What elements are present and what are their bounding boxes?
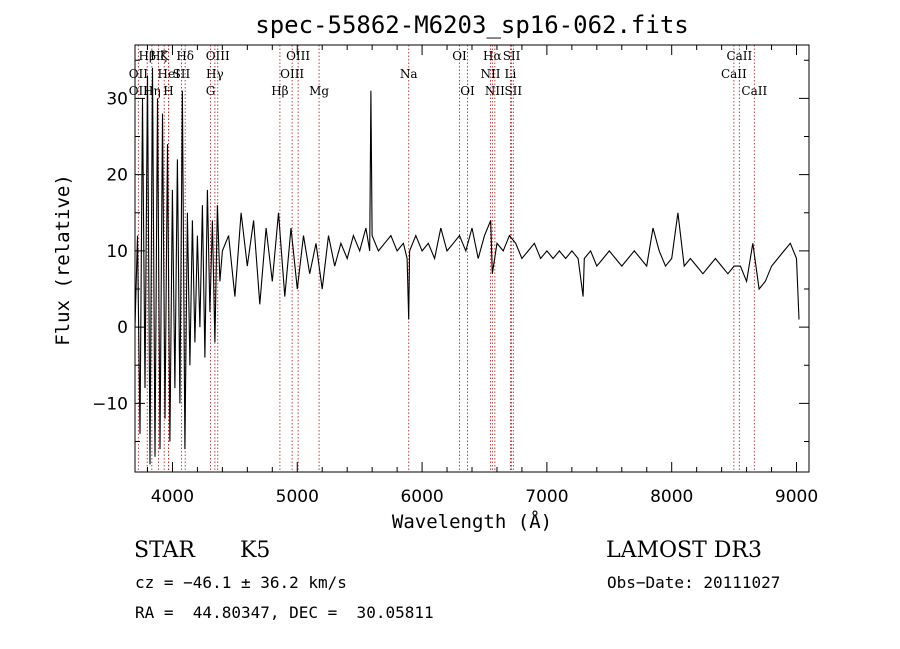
y-tick-label: 30 <box>106 89 128 109</box>
spectral-line-label: HeI <box>158 67 181 81</box>
x-axis-label: Wavelength (Å) <box>392 510 552 533</box>
x-tick-label: 9000 <box>775 487 818 507</box>
spectral-line-label: H <box>163 84 173 98</box>
x-tick-label: 6000 <box>400 487 443 507</box>
x-axis-ticks: 4000 5000 6000 7000 8000 9000 <box>146 45 818 507</box>
y-axis-ticks: −10 0 10 20 30 <box>92 59 809 442</box>
plot-frame <box>134 44 810 473</box>
object-subclass: K5 <box>240 538 271 563</box>
chart-title: spec-55862-M6203_sp16-062.fits <box>255 11 688 39</box>
y-tick-label: −10 <box>92 394 128 414</box>
spectral-line-label: OIII <box>206 49 230 63</box>
spectral-line-label: Li <box>505 67 517 81</box>
survey-name: LAMOST DR3 <box>606 538 762 563</box>
spectral-line-label: OII <box>129 67 149 81</box>
coordinates: RA = 44.80347, DEC = 30.05811 <box>135 603 434 622</box>
spectral-line-label: NII <box>485 84 505 98</box>
spectral-line-label: G <box>206 84 216 98</box>
spectral-line-label: CaII <box>721 67 747 81</box>
spectral-line-label: SII <box>503 49 521 63</box>
spectral-line-label: SII <box>173 67 191 81</box>
redshift-cz: cz = −46.1 ± 36.2 km/s <box>135 573 347 592</box>
spectral-line-label: SII <box>504 84 522 98</box>
spectral-line-label: OI <box>460 84 475 98</box>
spectral-line-label: Mg <box>309 84 329 98</box>
spectral-line-label: Hβ <box>139 49 156 63</box>
spectral-line-label: Hδ <box>176 49 194 63</box>
y-tick-label: 10 <box>106 242 128 262</box>
spectral-line-label: OIII <box>280 67 304 81</box>
x-tick-label: 4000 <box>151 487 194 507</box>
observation-date: Obs−Date: 20111027 <box>607 573 781 592</box>
spectral-line-label: K <box>160 49 170 63</box>
spectral-line-label: CaII <box>726 49 752 63</box>
y-tick-label: 20 <box>106 166 128 186</box>
spectral-line-label: CaII <box>741 84 767 98</box>
spectral-line-label: Hβ <box>271 84 288 98</box>
spectral-line-label: Hγ <box>206 67 224 81</box>
y-axis-label: Flux (relative) <box>52 174 74 346</box>
spectral-line-label: Hζ <box>150 49 167 63</box>
spectral-line-label: OIII <box>286 49 310 63</box>
x-tick-label: 5000 <box>276 487 319 507</box>
spectral-line-label: OII <box>129 84 149 98</box>
x-tick-label: 7000 <box>525 487 568 507</box>
object-class: STAR <box>134 538 195 563</box>
y-tick-label: 0 <box>117 318 128 338</box>
spectral-line-markers <box>137 45 755 472</box>
spectral-line-label: Na <box>400 67 418 81</box>
x-tick-label: 8000 <box>650 487 693 507</box>
spectral-line-label: NII <box>480 67 500 81</box>
spectral-line-label: OI <box>452 49 467 63</box>
spectral-line-label: Hα <box>483 49 502 63</box>
spectrum-line <box>134 67 800 465</box>
